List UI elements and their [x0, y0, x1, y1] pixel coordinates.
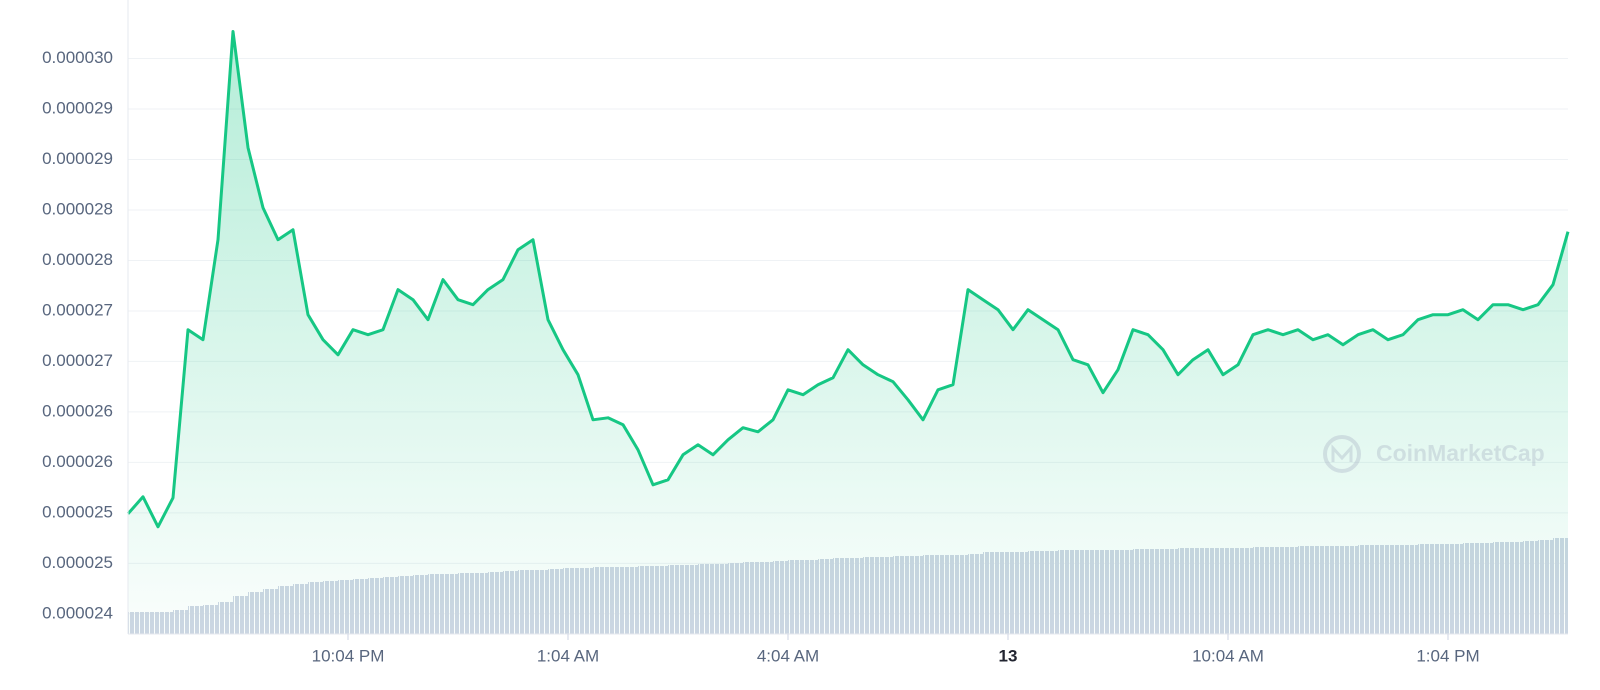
x-tick-label: 10:04 AM — [1192, 646, 1264, 665]
x-tick-label: 4:04 AM — [757, 646, 819, 665]
watermark-text: CoinMarketCap — [1376, 440, 1545, 466]
x-tick-label: 1:04 PM — [1416, 646, 1479, 665]
y-tick-label: 0.000025 — [42, 502, 113, 521]
y-tick-label: 0.000028 — [42, 250, 113, 269]
y-tick-label: 0.000026 — [42, 452, 113, 471]
watermark: CoinMarketCap — [1323, 435, 1545, 473]
y-tick-label: 0.000027 — [42, 300, 113, 319]
y-tick-label: 0.000029 — [42, 99, 113, 118]
y-tick-label: 0.000028 — [42, 199, 113, 218]
x-tick-label: 1:04 AM — [537, 646, 599, 665]
y-tick-label: 0.000024 — [42, 603, 113, 622]
price-area — [128, 31, 1568, 634]
x-tick-label: 13 — [999, 646, 1018, 665]
price-line — [126, 30, 1570, 529]
y-tick-label: 0.000025 — [42, 553, 113, 572]
y-tick-label: 0.000030 — [42, 48, 113, 67]
y-tick-label: 0.000027 — [42, 351, 113, 370]
y-tick-label: 0.000029 — [42, 149, 113, 168]
y-tick-label: 0.000026 — [42, 401, 113, 420]
x-tick-label: 10:04 PM — [312, 646, 385, 665]
